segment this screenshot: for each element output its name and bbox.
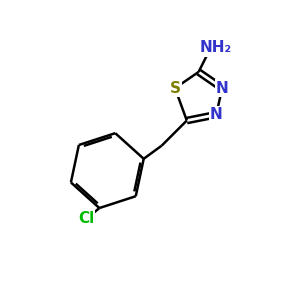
Text: N: N bbox=[210, 107, 223, 122]
Text: NH₂: NH₂ bbox=[200, 40, 232, 55]
Text: N: N bbox=[216, 81, 229, 96]
Text: Cl: Cl bbox=[78, 211, 94, 226]
Text: S: S bbox=[169, 81, 181, 96]
